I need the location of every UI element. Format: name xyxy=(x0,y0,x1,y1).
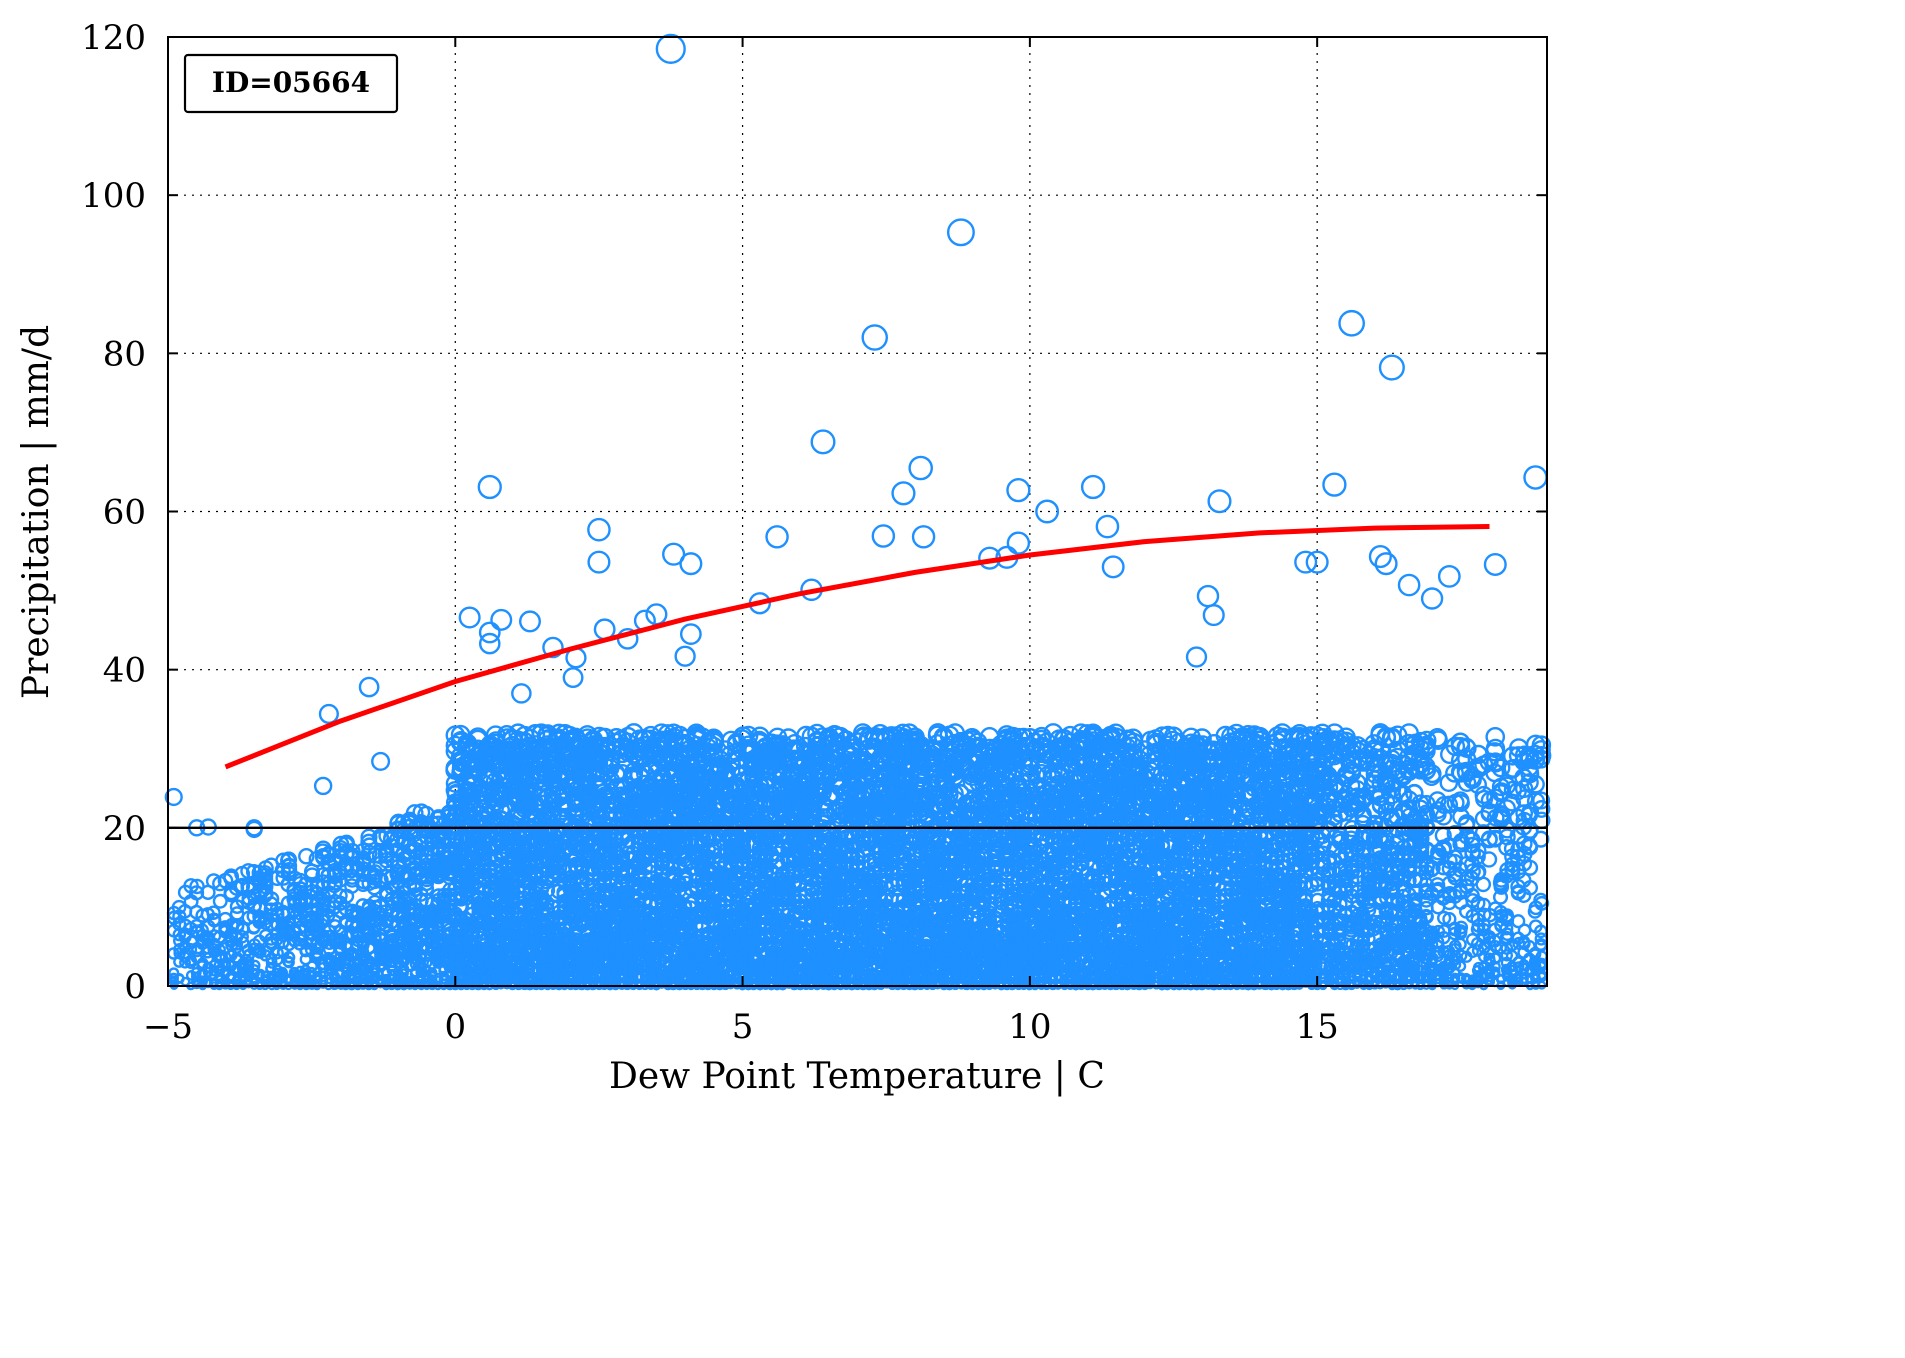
data-point xyxy=(282,950,296,964)
data-point xyxy=(212,893,228,909)
data-point xyxy=(243,965,255,977)
data-points xyxy=(164,33,1552,991)
data-point xyxy=(254,968,266,980)
data-point xyxy=(299,953,312,966)
data-point xyxy=(373,945,387,958)
data-point xyxy=(184,942,198,956)
data-point xyxy=(360,828,378,846)
data-point xyxy=(219,951,232,964)
data-point xyxy=(190,966,202,978)
data-point xyxy=(188,885,205,901)
data-point xyxy=(240,863,257,880)
data-point xyxy=(332,888,348,904)
data-point xyxy=(312,979,323,989)
data-point xyxy=(339,949,353,962)
data-point xyxy=(271,946,284,960)
data-point xyxy=(219,957,231,970)
data-point xyxy=(169,978,179,989)
data-point xyxy=(318,974,329,985)
data-point xyxy=(248,959,261,972)
data-point xyxy=(292,875,309,892)
data-point xyxy=(271,953,284,966)
data-point xyxy=(168,975,179,986)
data-point xyxy=(213,943,226,957)
data-point xyxy=(235,930,249,944)
data-point xyxy=(206,905,221,920)
data-point xyxy=(298,847,315,865)
scatter-chart: −5 0 5 10 15 0 20 40 60 80 100 120 ID=05664 Dew Poi… xyxy=(16,18,1552,1097)
data-point xyxy=(306,960,318,973)
data-point xyxy=(280,851,297,868)
